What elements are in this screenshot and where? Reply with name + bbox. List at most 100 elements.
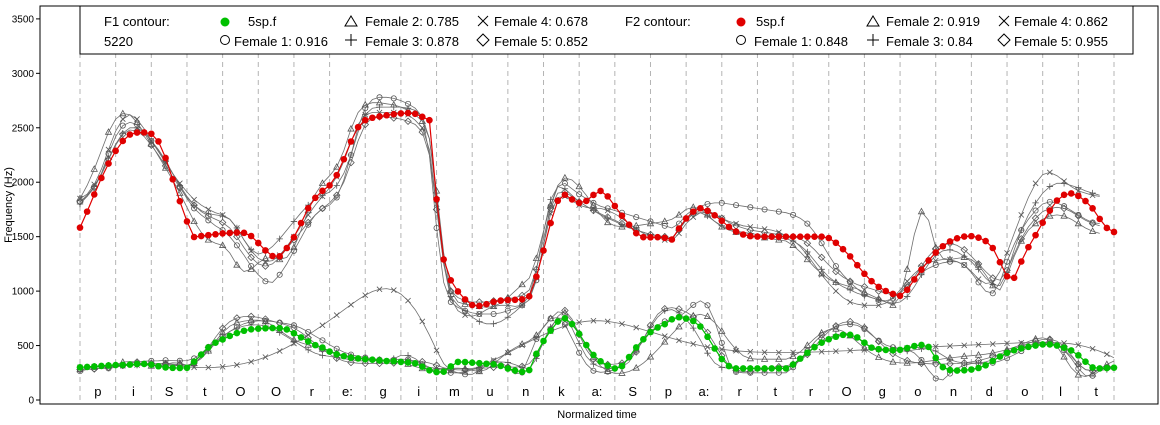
data-point — [961, 261, 968, 268]
data-point — [383, 357, 390, 365]
data-point — [868, 277, 875, 285]
data-point — [889, 299, 897, 307]
data-point — [547, 196, 554, 203]
data-point — [903, 265, 911, 272]
data-point — [939, 242, 947, 250]
data-point — [675, 313, 683, 321]
legend-f2-female1-marker — [736, 35, 746, 45]
data-point — [205, 206, 212, 213]
data-point — [946, 246, 954, 253]
data-point — [219, 363, 226, 370]
legend-f1-main: 5sp.f — [248, 14, 277, 29]
data-point — [546, 204, 555, 213]
series-f2-female — [76, 113, 1100, 306]
data-point — [960, 245, 969, 254]
series-line — [79, 96, 1100, 315]
data-point — [233, 229, 241, 236]
data-point — [918, 357, 925, 364]
data-point — [960, 352, 968, 359]
segment-label: t — [203, 384, 207, 399]
data-point — [169, 364, 177, 372]
data-point — [575, 199, 583, 207]
data-point — [975, 276, 982, 283]
data-point — [504, 302, 511, 309]
data-point — [340, 352, 348, 360]
data-point — [247, 232, 255, 240]
data-point — [483, 300, 490, 308]
data-point — [853, 261, 861, 269]
segment-label: k — [558, 384, 565, 399]
data-point — [760, 355, 769, 362]
data-point — [846, 277, 854, 286]
data-point — [746, 354, 754, 362]
data-point — [269, 252, 276, 260]
data-point — [747, 204, 754, 211]
data-point — [576, 319, 583, 326]
data-point — [1018, 212, 1025, 218]
data-point — [868, 344, 875, 351]
data-point — [361, 359, 370, 368]
segment-label: n — [522, 384, 529, 399]
data-point — [817, 253, 826, 262]
data-point — [162, 364, 169, 371]
data-point — [704, 207, 711, 215]
data-point — [640, 336, 647, 343]
data-point — [483, 360, 490, 368]
segment-label: o — [1021, 384, 1028, 399]
legend-f1-heading: F1 contour: — [104, 14, 170, 29]
data-point — [547, 327, 554, 334]
data-point — [882, 346, 890, 354]
data-point — [647, 234, 654, 241]
data-point — [968, 366, 975, 373]
data-point — [804, 248, 811, 256]
data-point — [661, 320, 669, 328]
data-point — [804, 233, 811, 240]
data-point — [432, 205, 441, 214]
data-point — [447, 295, 454, 302]
data-point — [476, 302, 483, 310]
data-point — [747, 232, 754, 240]
data-point — [397, 110, 405, 117]
data-point — [961, 262, 968, 268]
data-point — [190, 217, 198, 225]
data-point — [668, 236, 676, 243]
data-point — [989, 274, 997, 282]
data-point — [461, 300, 469, 307]
data-point — [433, 195, 440, 203]
data-point — [861, 326, 868, 333]
data-point — [818, 348, 825, 355]
legend-f1-female3-marker — [345, 34, 357, 46]
data-point — [953, 235, 961, 242]
data-point — [233, 242, 240, 249]
data-point — [861, 339, 868, 347]
legend-f2-main: 5sp.f — [756, 14, 785, 29]
data-point — [347, 358, 355, 367]
series-line — [79, 116, 1100, 303]
data-point — [433, 368, 440, 376]
segment-label: S — [165, 384, 174, 399]
data-point — [233, 329, 241, 337]
data-point — [276, 271, 283, 278]
data-point — [989, 279, 996, 286]
data-point — [333, 171, 341, 179]
data-point — [1074, 219, 1083, 227]
data-point — [354, 123, 362, 131]
segment-label: m — [449, 384, 460, 399]
data-point — [632, 363, 640, 371]
data-point — [362, 111, 369, 118]
segment-label: r — [809, 384, 814, 399]
data-point — [205, 231, 212, 239]
data-point — [1075, 184, 1082, 191]
data-point — [191, 196, 197, 203]
segment-label: t — [1094, 384, 1098, 399]
data-point — [761, 233, 768, 240]
data-point — [761, 365, 768, 372]
data-point — [960, 233, 968, 240]
data-point — [704, 200, 711, 207]
y-tick-label: 2000 — [12, 178, 35, 189]
data-point — [832, 279, 840, 286]
data-point — [169, 175, 177, 183]
data-point — [476, 318, 483, 325]
data-point — [361, 355, 369, 363]
data-point — [404, 359, 412, 366]
